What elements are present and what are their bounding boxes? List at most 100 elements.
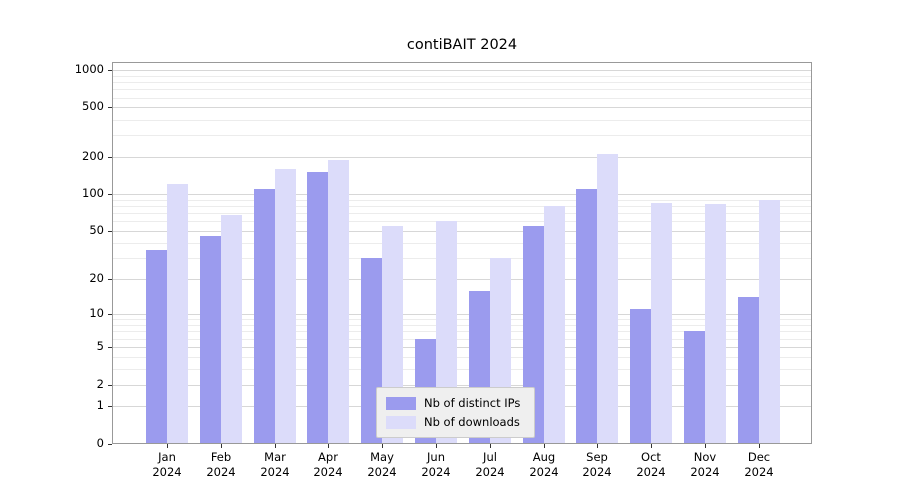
x-tick-label-year: 2024 bbox=[636, 465, 666, 479]
gridline-major bbox=[113, 107, 811, 108]
bar-distinct-ips-apr bbox=[307, 172, 328, 444]
gridline-minor bbox=[113, 120, 811, 121]
y-tick-label: 200 bbox=[82, 149, 104, 163]
gridline-minor bbox=[113, 331, 811, 332]
bar-downloads-jan bbox=[167, 184, 188, 444]
y-tick-label: 1 bbox=[96, 398, 104, 412]
gridline-major bbox=[113, 231, 811, 232]
bar-distinct-ips-sep bbox=[576, 189, 597, 444]
y-tick-label: 1000 bbox=[74, 62, 104, 76]
bar-downloads-feb bbox=[221, 215, 242, 444]
gridline-minor bbox=[113, 369, 811, 370]
x-tick-label-month: Jul bbox=[483, 450, 497, 464]
gridline-minor bbox=[113, 82, 811, 83]
bar-downloads-sep bbox=[597, 154, 618, 444]
x-tick-label-month: Jun bbox=[427, 450, 445, 464]
bar-distinct-ips-feb bbox=[200, 236, 221, 444]
x-tick-label-year: 2024 bbox=[313, 465, 343, 479]
x-tick-mark bbox=[651, 444, 652, 448]
y-tick-label: 2 bbox=[96, 377, 104, 391]
x-tick-label-year: 2024 bbox=[367, 465, 397, 479]
x-tick-mark bbox=[759, 444, 760, 448]
y-tick-mark bbox=[108, 279, 112, 280]
legend-item-distinct-ips: Nb of distinct IPs bbox=[386, 396, 520, 410]
legend-item-downloads: Nb of downloads bbox=[386, 415, 520, 429]
gridline-major bbox=[113, 70, 811, 71]
x-tick-label-year: 2024 bbox=[260, 465, 290, 479]
y-tick-mark bbox=[108, 406, 112, 407]
gridline-minor bbox=[113, 206, 811, 207]
x-tick-label-year: 2024 bbox=[152, 465, 182, 479]
gridline-major bbox=[113, 279, 811, 280]
x-tick-mark bbox=[490, 444, 491, 448]
x-tick-mark bbox=[328, 444, 329, 448]
bar-distinct-ips-oct bbox=[630, 309, 651, 444]
y-tick-mark bbox=[108, 385, 112, 386]
x-tick-mark bbox=[436, 444, 437, 448]
bar-downloads-nov bbox=[705, 204, 726, 444]
y-tick-mark bbox=[108, 107, 112, 108]
gridline-minor bbox=[113, 213, 811, 214]
gridline-major bbox=[113, 157, 811, 158]
x-tick-label-year: 2024 bbox=[582, 465, 612, 479]
gridline-minor bbox=[113, 135, 811, 136]
y-tick-label: 20 bbox=[89, 271, 104, 285]
x-tick-label-year: 2024 bbox=[421, 465, 451, 479]
gridline-minor bbox=[113, 357, 811, 358]
x-tick-mark bbox=[705, 444, 706, 448]
bar-downloads-dec bbox=[759, 200, 780, 444]
x-tick-label-month: Dec bbox=[747, 450, 771, 464]
bar-downloads-mar bbox=[275, 169, 296, 444]
y-tick-label: 0 bbox=[96, 436, 104, 450]
bar-distinct-ips-jan bbox=[146, 250, 167, 444]
y-tick-mark bbox=[108, 314, 112, 315]
gridline-minor bbox=[113, 339, 811, 340]
gridline-minor bbox=[113, 221, 811, 222]
gridline-minor bbox=[113, 258, 811, 259]
y-tick-label: 10 bbox=[89, 306, 104, 320]
legend-swatch-downloads bbox=[386, 415, 416, 429]
y-tick-mark bbox=[108, 444, 112, 445]
bar-distinct-ips-mar bbox=[254, 189, 275, 444]
x-tick-label-year: 2024 bbox=[690, 465, 720, 479]
gridline-minor bbox=[113, 325, 811, 326]
x-tick-label-month: Aug bbox=[532, 450, 556, 464]
x-tick-mark bbox=[167, 444, 168, 448]
y-tick-mark bbox=[108, 347, 112, 348]
x-tick-label-month: Nov bbox=[693, 450, 717, 464]
y-tick-mark bbox=[108, 194, 112, 195]
y-tick-mark bbox=[108, 70, 112, 71]
bar-distinct-ips-dec bbox=[738, 297, 759, 444]
bar-downloads-oct bbox=[651, 203, 672, 444]
bar-distinct-ips-nov bbox=[684, 331, 705, 444]
x-tick-mark bbox=[221, 444, 222, 448]
x-tick-mark bbox=[382, 444, 383, 448]
x-tick-mark bbox=[275, 444, 276, 448]
x-tick-label-year: 2024 bbox=[475, 465, 505, 479]
gridline-minor bbox=[113, 200, 811, 201]
legend-label-distinct-ips: Nb of distinct IPs bbox=[424, 396, 521, 410]
legend: Nb of distinct IPs Nb of downloads bbox=[376, 387, 536, 438]
gridline-major bbox=[113, 194, 811, 195]
gridline-major bbox=[113, 347, 811, 348]
chart-title: contiBAIT 2024 bbox=[406, 37, 518, 53]
gridline-minor bbox=[113, 76, 811, 77]
x-tick-label-month: Jan bbox=[158, 450, 176, 464]
y-tick-label: 5 bbox=[96, 339, 104, 353]
y-tick-label: 500 bbox=[82, 99, 104, 113]
x-tick-label-month: Sep bbox=[586, 450, 608, 464]
gridline-minor bbox=[113, 89, 811, 90]
gridline-minor bbox=[113, 243, 811, 244]
gridline-minor bbox=[113, 319, 811, 320]
bar-downloads-aug bbox=[544, 206, 565, 444]
x-tick-label-month: Feb bbox=[210, 450, 232, 464]
gridline-major bbox=[113, 314, 811, 315]
y-tick-mark bbox=[108, 157, 112, 158]
x-tick-label-month: Mar bbox=[264, 450, 286, 464]
y-tick-label: 50 bbox=[89, 223, 104, 237]
x-tick-mark bbox=[597, 444, 598, 448]
legend-swatch-distinct-ips bbox=[386, 396, 416, 410]
x-tick-label-year: 2024 bbox=[744, 465, 774, 479]
gridline-minor bbox=[113, 98, 811, 99]
